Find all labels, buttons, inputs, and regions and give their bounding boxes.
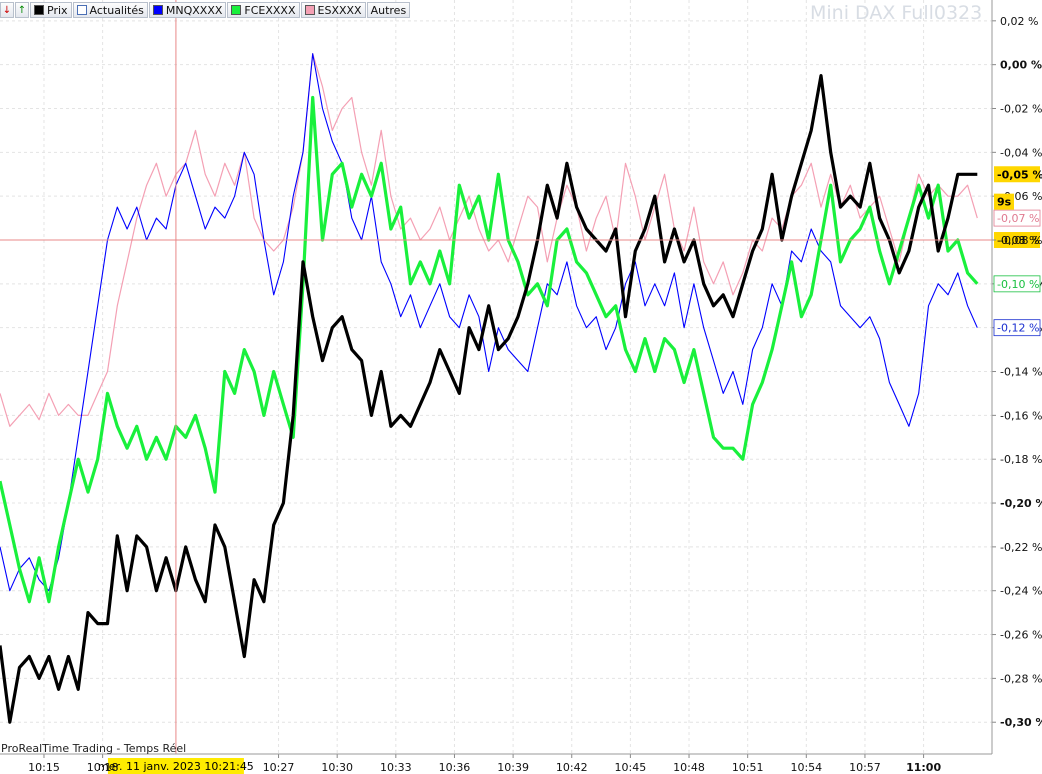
x-tick-label: 10:45 — [615, 761, 647, 774]
series-toggle-fce[interactable]: FCEXXXX — [227, 2, 300, 18]
x-tick-label: 10:48 — [673, 761, 705, 774]
arrow-up-icon[interactable]: ↑ — [15, 2, 29, 18]
y-tick-label: -0,04 % — [1000, 146, 1042, 159]
instrument-watermark: Mini DAX Full0323 — [810, 2, 983, 24]
y-tick-label: -0,14 % — [1000, 366, 1042, 379]
series-line-esxxxx — [0, 53, 978, 427]
last-value-tag-fcexxxx: -0,10 % — [993, 275, 1041, 293]
grid — [0, 0, 992, 754]
tag-bg — [993, 319, 1041, 337]
series-toggle-prix[interactable]: Prix — [30, 2, 72, 18]
news-icon — [76, 5, 87, 15]
tag-bg — [994, 166, 1040, 183]
y-tick-label: -0,24 % — [1000, 585, 1042, 598]
x-tick-label: 10:15 — [28, 761, 60, 774]
y-tick-label: -0,16 % — [1000, 409, 1042, 422]
tag-bg — [993, 275, 1041, 293]
y-tick-label: -0,28 % — [1000, 672, 1042, 685]
y-tick-label: -0,30 % — [1000, 716, 1042, 729]
series-line-mnqxxxx — [0, 53, 978, 592]
color-swatch-prix — [34, 5, 44, 15]
x-tick-label: 10:39 — [497, 761, 529, 774]
x-tick-label: 10:33 — [380, 761, 412, 774]
y-tick-label: -0,02 % — [1000, 102, 1042, 115]
last-value-tag-esxxxx: -0,07 % — [993, 209, 1041, 227]
x-tick-label: 10:18 — [87, 761, 119, 774]
news-toggle-label: Actualités — [89, 3, 144, 17]
color-swatch-fce — [231, 5, 242, 15]
crosshair-x-label-bg — [107, 758, 244, 774]
timer-badge-bg — [994, 193, 1014, 210]
other-series-label: Autres — [370, 3, 407, 17]
color-swatch-mnq — [152, 5, 163, 15]
timer-badge: 9s — [997, 196, 1012, 209]
x-tick-label: 10:36 — [439, 761, 471, 774]
series-toggle-label: FCEXXXX — [244, 3, 296, 17]
series-line-prix — [0, 74, 978, 724]
x-tick-label: 10:51 — [732, 761, 764, 774]
series-toggle-label: Prix — [47, 3, 68, 17]
x-tick-label: 11:00 — [906, 761, 941, 774]
crosshair-y-label-bg — [994, 232, 1040, 249]
arrow-down-icon[interactable]: ↓ — [0, 2, 14, 18]
crosshair-x-label: mer. 11 janv. 2023 10:21:45 — [98, 760, 254, 773]
series-toggle-mnq[interactable]: MNQXXXX — [148, 2, 227, 18]
tag-text: -0,05 % — [997, 168, 1042, 181]
x-tick-label: 10:42 — [556, 761, 588, 774]
chart-toolbar: ↓ ↑ Prix Actualités MNQXXXX FCEXXXX ESXX… — [0, 1, 411, 19]
x-tick-label: 10:57 — [849, 761, 881, 774]
y-tick-label: -0,18 % — [1000, 453, 1042, 466]
tag-text: -0,10 % — [997, 278, 1039, 291]
last-value-tag-prix: -0,05 % — [994, 166, 1042, 183]
y-tick-label: 0,02 % — [1000, 15, 1038, 28]
series-toggle-es[interactable]: ESXXXX — [300, 2, 366, 18]
series-toggle-label: MNQXXXX — [165, 3, 223, 17]
y-tick-label: -0,22 % — [1000, 541, 1042, 554]
data-source-label: ProRealTime Trading - Temps Réel — [1, 742, 187, 755]
other-series-button[interactable]: Autres — [366, 2, 411, 18]
tag-text: -0,07 % — [997, 212, 1039, 225]
last-value-tag-mnqxxxx: -0,12 % — [993, 319, 1041, 337]
news-toggle-button[interactable]: Actualités — [72, 2, 148, 18]
series-toggle-label: ESXXXX — [317, 3, 362, 17]
y-tick-label: 0,00 % — [1000, 59, 1042, 72]
tag-bg — [993, 209, 1041, 227]
x-tick-label: 10:27 — [263, 761, 295, 774]
crosshair-y-label: -0,08 % — [997, 234, 1039, 247]
tag-text: -0,12 % — [997, 322, 1039, 335]
color-swatch-es — [304, 5, 315, 15]
y-tick-label: -0,26 % — [1000, 629, 1042, 642]
y-tick-label: -0,20 % — [1000, 497, 1042, 510]
last-value-tags: -0,05 % -0,07 % -0,10 % -0,12 % 9s — [993, 166, 1042, 337]
x-tick-label: 10:54 — [790, 761, 822, 774]
series-line-fcexxxx — [0, 95, 979, 604]
series-lines — [0, 53, 979, 724]
y-tick-label: -0,08 % — [1000, 234, 1042, 247]
x-tick-label: 10:30 — [321, 761, 353, 774]
